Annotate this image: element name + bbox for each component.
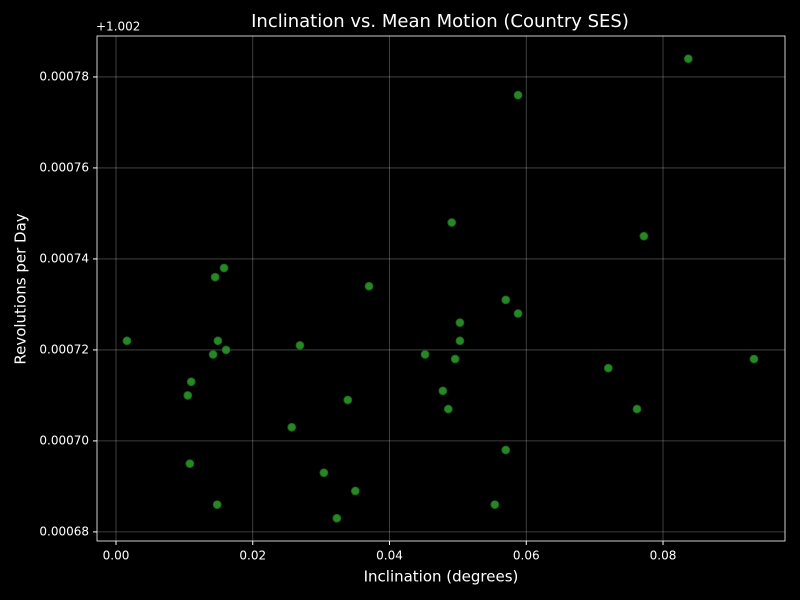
point [438, 386, 448, 396]
point [639, 231, 649, 241]
point [632, 404, 642, 414]
point [208, 350, 218, 359]
x-axis-label: Inclination (degrees) [364, 568, 519, 586]
y-tick-label: 0.00068 [39, 524, 89, 538]
point [221, 345, 231, 355]
point [295, 340, 305, 350]
point [343, 395, 353, 405]
plot-frame [96, 35, 786, 542]
point [364, 281, 374, 291]
y-tick-label: 0.00078 [39, 69, 89, 83]
x-tick-label: 0.02 [239, 549, 266, 563]
x-tick-label: 0.00 [103, 549, 130, 563]
point [219, 263, 229, 273]
y-axis-label: Revolutions per Day [12, 213, 30, 364]
point [450, 354, 460, 364]
point [420, 350, 430, 359]
y-offset-label: +1.002 [96, 20, 140, 34]
point [183, 391, 193, 400]
point [210, 272, 220, 282]
y-tick-label: 0.00070 [39, 433, 89, 447]
y-tick-label: 0.00074 [39, 251, 89, 265]
point [513, 309, 523, 318]
point [490, 500, 500, 510]
point [443, 404, 453, 414]
point [185, 459, 195, 469]
point [332, 513, 342, 523]
point [350, 486, 360, 496]
point [287, 422, 297, 432]
x-tick-label: 0.06 [513, 549, 540, 563]
point [447, 218, 457, 227]
point [603, 363, 613, 373]
y-tick-label: 0.00072 [39, 342, 89, 356]
point [212, 500, 222, 510]
x-tick-label: 0.04 [376, 549, 403, 563]
point [501, 445, 511, 455]
x-tick-label: 0.08 [650, 549, 677, 563]
point [513, 90, 523, 100]
point [213, 336, 223, 346]
point [186, 377, 196, 387]
point [319, 468, 329, 478]
chart-title: Inclination vs. Mean Motion (Country SES… [251, 11, 629, 32]
point [749, 354, 759, 364]
point [122, 336, 132, 346]
point [455, 336, 465, 346]
point [683, 54, 693, 64]
point [501, 295, 511, 305]
point [455, 318, 465, 328]
y-tick-label: 0.00076 [39, 160, 89, 174]
